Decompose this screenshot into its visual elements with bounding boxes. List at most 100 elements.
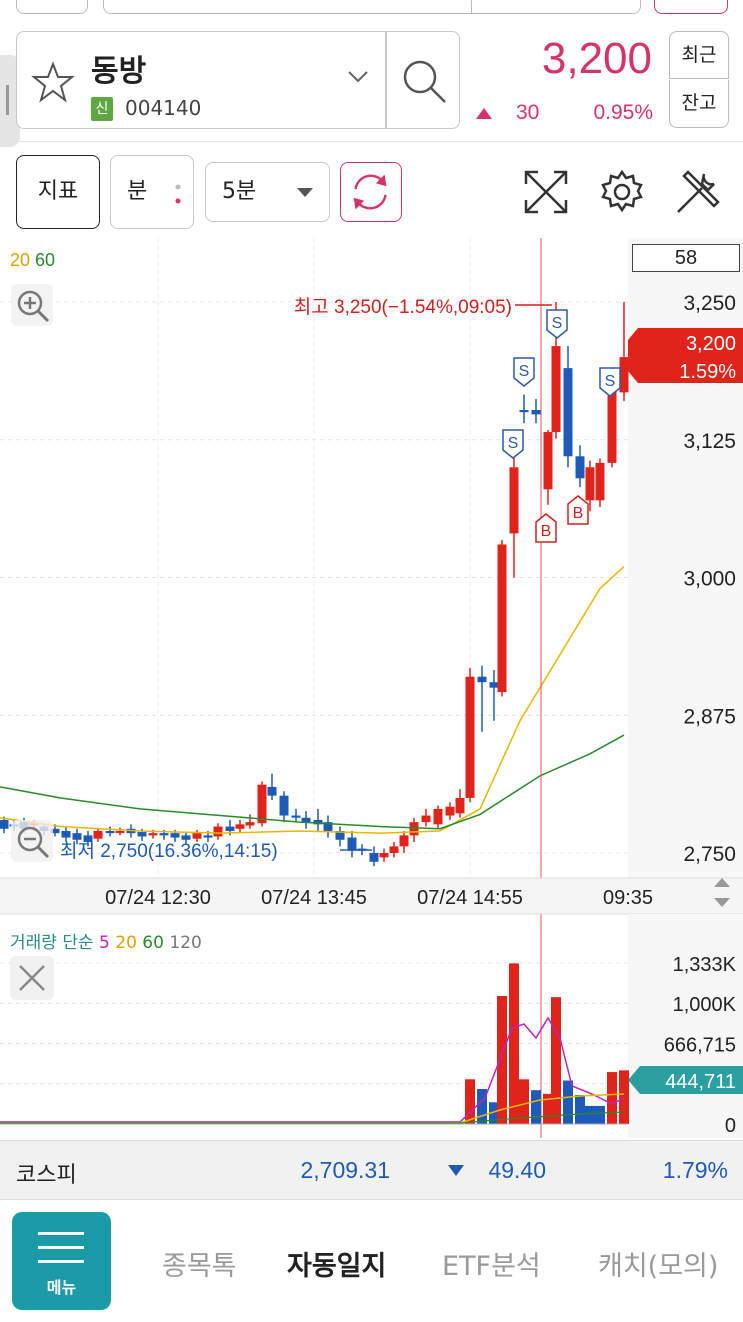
close-icon[interactable]	[10, 956, 54, 1000]
top-button-3[interactable]	[471, 0, 641, 14]
volume-bar	[497, 995, 507, 1124]
candle	[291, 815, 301, 818]
top-button-4[interactable]	[654, 0, 728, 14]
ma60-line	[0, 734, 625, 830]
search-icon[interactable]	[399, 56, 449, 106]
volume-bar	[585, 1105, 595, 1124]
kospi-name: 코스피	[16, 1163, 77, 1188]
menu-label: 메뉴	[46, 1278, 77, 1297]
time-tick-label: 09:35	[603, 887, 653, 909]
vol-ma20-legend: 20	[115, 933, 137, 953]
volume-tick-label: 1,000K	[673, 994, 737, 1016]
star-icon[interactable]	[31, 60, 75, 104]
refresh-icon	[353, 174, 387, 210]
candle	[369, 853, 379, 862]
zoom-in-icon[interactable]	[11, 284, 53, 326]
sell-signal-icon	[546, 309, 568, 339]
candle	[93, 830, 103, 839]
ma-legend: 20 60	[10, 250, 55, 271]
candle	[279, 795, 289, 816]
volume-bar	[477, 1088, 487, 1124]
tools-icon[interactable]	[674, 168, 722, 216]
candle	[72, 833, 82, 840]
candle	[607, 374, 617, 463]
candle	[181, 835, 191, 840]
candle	[445, 806, 455, 816]
candle	[551, 346, 561, 433]
vol-ma5-line	[0, 1016, 625, 1123]
minute-button[interactable]: 분	[110, 155, 194, 229]
candle	[575, 456, 585, 479]
credit-badge: 신	[91, 97, 113, 121]
candle	[137, 832, 147, 837]
menu-button[interactable]: 메뉴	[12, 1212, 111, 1310]
down-triangle-icon	[448, 1165, 464, 1176]
refresh-button[interactable]	[340, 162, 402, 222]
chevron-down-icon[interactable]	[347, 70, 369, 84]
volume-bar	[575, 1095, 585, 1124]
vol-ma60-line	[0, 1111, 625, 1124]
price-tick-label: 3,125	[683, 430, 736, 453]
candle	[245, 822, 255, 826]
volume-tick-label: 0	[725, 1115, 736, 1137]
candle	[595, 462, 605, 501]
candle	[489, 682, 499, 688]
top-bar	[0, 0, 743, 22]
volume-legend-title: 거래량 단순	[10, 933, 94, 953]
vol-ma120-legend: 120	[169, 933, 202, 953]
recent-button[interactable]: 최근	[669, 31, 729, 79]
candle	[477, 676, 487, 683]
buy-signal-label: B	[541, 523, 552, 540]
nav-auto-journal[interactable]: 자동일지	[287, 1251, 387, 1282]
volume-tick-label: 1,333K	[673, 954, 737, 976]
candle	[225, 826, 235, 831]
interval-select[interactable]: 5분	[205, 162, 330, 222]
balance-button[interactable]: 잔고	[669, 80, 729, 128]
nav-etf-analysis[interactable]: ETF분석	[442, 1251, 541, 1282]
nav-catch-mock[interactable]: 캐치(모의)	[598, 1251, 719, 1282]
candle	[455, 797, 465, 814]
candle	[619, 357, 629, 393]
candle	[83, 835, 93, 842]
time-tick-label: 07/24 12:30	[105, 887, 211, 909]
volume-bar	[519, 1079, 529, 1124]
gear-icon[interactable]	[598, 168, 646, 216]
sell-signal-label: S	[605, 373, 616, 390]
volume-legend: 거래량 단순 5 20 60 120	[10, 928, 202, 953]
volume-bar	[465, 1079, 475, 1124]
minute-label: 분	[127, 179, 148, 204]
price-change: 30	[516, 101, 540, 124]
kospi-change: 49.40	[488, 1157, 546, 1183]
top-button-1[interactable]	[16, 0, 88, 14]
nav-stock-talk[interactable]: 종목톡	[162, 1251, 237, 1282]
top-button-2[interactable]	[103, 0, 473, 14]
kospi-bar[interactable]: 코스피 2,709.31 49.40 1.79%	[0, 1140, 743, 1200]
sell-signal-label: S	[519, 363, 530, 380]
count-box[interactable]: 58	[632, 244, 740, 272]
zoom-out-icon[interactable]	[11, 820, 53, 862]
fullscreen-icon[interactable]	[522, 168, 570, 216]
price-tick-label: 2,875	[683, 705, 736, 728]
candle	[323, 822, 333, 831]
volume-bar	[563, 1080, 573, 1124]
price-chart[interactable]: 3,250 3,125 3,000 2,875 2,750 최고 3,250(−1.54%…	[0, 238, 743, 1138]
time-tick-label: 07/24 14:55	[417, 887, 523, 909]
price-tick-label: 3,000	[683, 568, 736, 591]
time-axis-bg	[0, 878, 743, 914]
price-tick-label: 2,750	[683, 843, 736, 866]
vol-ma60-legend: 60	[142, 933, 164, 953]
candle	[389, 846, 399, 853]
buy-signal-icon	[567, 495, 589, 525]
more-dots-icon	[175, 184, 181, 204]
candle	[409, 822, 419, 836]
candle	[148, 833, 158, 836]
side-drawer-handle[interactable]	[0, 55, 20, 147]
stock-selector[interactable]: 동방 신 004140	[16, 31, 460, 129]
kospi-change-pct: 1.79%	[662, 1157, 728, 1183]
sell-signal-label: S	[552, 315, 563, 332]
indicator-button[interactable]: 지표	[16, 155, 100, 229]
candle	[170, 833, 180, 838]
current-price-tag	[628, 328, 743, 383]
candle	[235, 824, 245, 829]
up-triangle-icon	[476, 108, 492, 119]
